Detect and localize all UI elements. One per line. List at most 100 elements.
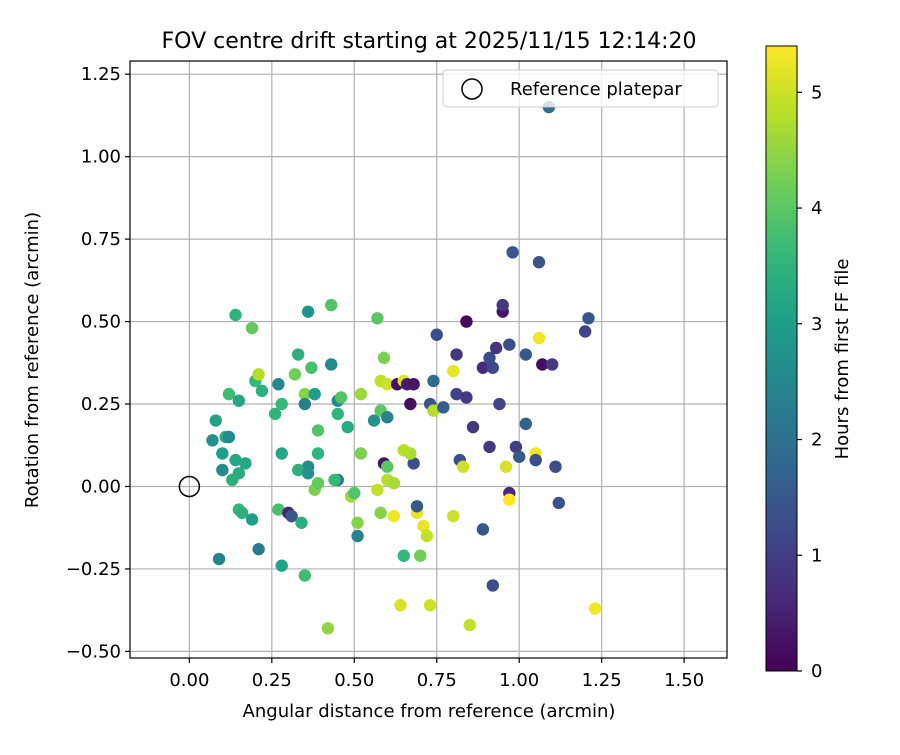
data-point	[489, 341, 503, 355]
data-point	[275, 447, 288, 460]
data-point	[206, 434, 219, 447]
x-tick-label: 0.25	[252, 670, 292, 691]
colorbar-tick-label: 0	[811, 661, 822, 682]
data-point	[450, 387, 463, 401]
y-axis-label: Rotation from reference (arcmin)	[22, 212, 43, 508]
data-point	[298, 569, 312, 582]
data-point	[509, 440, 523, 454]
data-point	[341, 420, 354, 434]
y-tick-label: 0.00	[81, 476, 121, 497]
data-point	[311, 424, 325, 437]
data-point	[407, 378, 420, 391]
data-points	[206, 100, 602, 635]
data-point	[216, 447, 229, 460]
data-point	[245, 513, 259, 526]
colorbar-tick-label: 5	[811, 82, 822, 103]
data-point	[506, 246, 519, 259]
data-point	[275, 397, 288, 411]
data-point	[387, 509, 401, 523]
plot-frame	[129, 60, 728, 659]
y-tick-label: −0.25	[66, 559, 121, 580]
data-point	[519, 348, 533, 361]
data-point	[496, 298, 509, 312]
data-point	[476, 523, 490, 536]
data-point	[420, 529, 434, 543]
y-tick-label: 0.25	[81, 394, 121, 415]
data-point	[292, 348, 305, 361]
data-point	[239, 457, 252, 470]
data-point	[354, 387, 368, 401]
data-point	[374, 506, 387, 520]
data-point	[460, 315, 473, 328]
colorbar-gradient	[765, 45, 798, 672]
data-point	[328, 473, 341, 487]
data-point	[235, 506, 249, 520]
data-point	[222, 430, 236, 444]
x-tick-label: 1.50	[664, 670, 704, 691]
x-tick-label: 1.00	[499, 670, 539, 691]
data-point	[397, 444, 410, 457]
data-point	[371, 312, 384, 325]
colorbar-tick-label: 1	[811, 545, 822, 566]
data-point	[381, 378, 394, 391]
data-point	[229, 308, 242, 322]
data-point	[222, 387, 236, 401]
data-point	[578, 325, 592, 338]
data-point	[301, 467, 315, 480]
data-point	[324, 298, 338, 312]
y-tick-label: −0.50	[66, 641, 121, 662]
data-point	[381, 460, 394, 473]
data-point	[298, 387, 312, 401]
y-tick-label: 1.25	[81, 64, 121, 85]
y-tick-label: 0.75	[81, 229, 121, 250]
data-point	[351, 516, 364, 529]
x-tick-label: 0.75	[417, 670, 457, 691]
legend-box	[442, 69, 719, 108]
data-point	[437, 401, 450, 414]
data-point	[486, 361, 500, 374]
data-point	[272, 503, 285, 516]
data-point	[447, 509, 460, 523]
data-point	[397, 549, 410, 562]
data-point	[275, 559, 288, 572]
colorbar-tick-label: 2	[811, 430, 822, 451]
data-point	[252, 542, 265, 556]
data-point	[519, 417, 533, 431]
data-point	[588, 602, 602, 615]
data-point	[311, 476, 325, 490]
data-point	[456, 460, 470, 473]
data-point	[466, 420, 480, 434]
data-point	[552, 496, 565, 510]
data-point	[348, 486, 361, 500]
colorbar: 0 1 2 3 4 5 Hours from first FF file	[765, 45, 853, 682]
data-point	[311, 447, 325, 460]
data-point	[404, 397, 417, 411]
data-point	[529, 453, 542, 467]
data-point	[321, 622, 335, 635]
data-point	[493, 397, 506, 411]
data-point	[209, 414, 222, 427]
data-point	[229, 453, 242, 467]
data-point	[423, 599, 437, 612]
data-point	[212, 552, 226, 566]
colorbar-tick-label: 3	[811, 314, 822, 335]
data-point	[427, 374, 440, 388]
data-point	[272, 378, 285, 391]
data-point	[503, 493, 516, 506]
data-point	[292, 463, 305, 477]
data-point	[268, 407, 282, 421]
data-point	[381, 411, 394, 424]
data-point	[410, 500, 424, 513]
colorbar-ticks: 0 1 2 3 4 5	[797, 82, 822, 682]
data-point	[387, 476, 401, 490]
data-point	[351, 529, 364, 543]
chart-title: FOV centre drift starting at 2025/11/15 …	[162, 29, 697, 54]
data-point	[532, 331, 546, 345]
data-point	[476, 361, 490, 374]
data-point	[532, 255, 546, 269]
data-point	[367, 414, 381, 427]
data-point	[295, 516, 308, 529]
data-point	[483, 440, 496, 454]
x-tick-label: 0.00	[169, 670, 209, 691]
